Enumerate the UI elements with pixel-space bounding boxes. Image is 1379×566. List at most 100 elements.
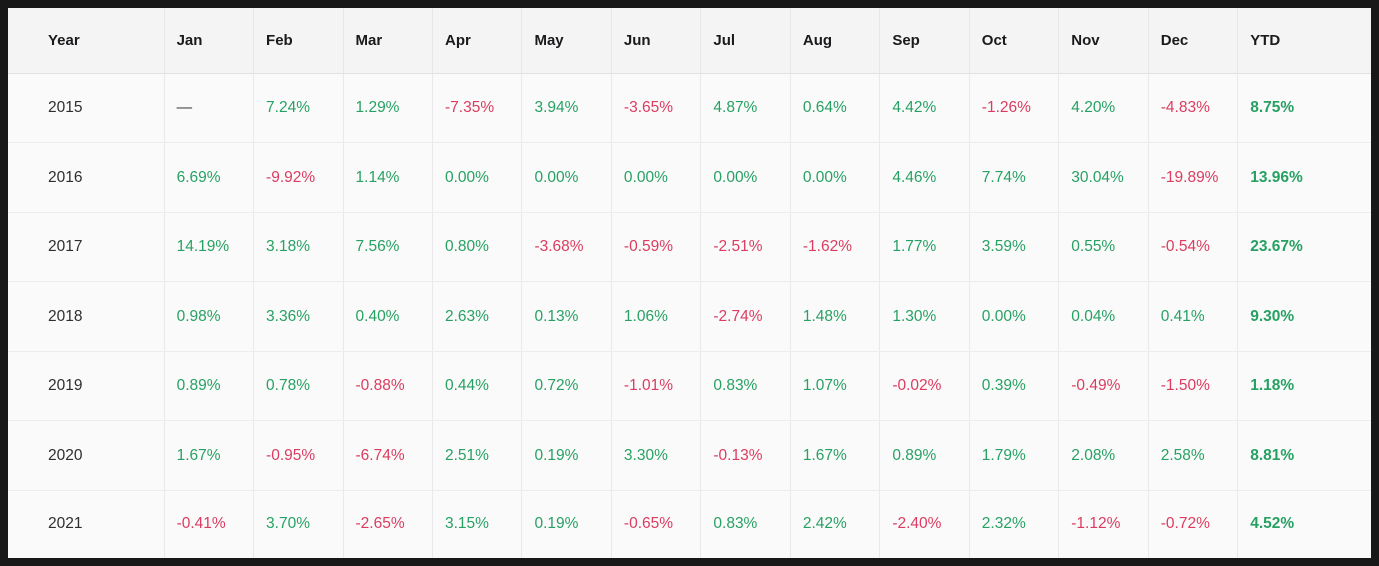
column-header-jul: Jul	[700, 8, 791, 74]
return-cell-2018-feb: 3.36%	[253, 281, 344, 352]
return-cell-2018-apr: 2.63%	[432, 281, 523, 352]
year-cell: 2018	[8, 281, 165, 352]
return-cell-2015-jun: -3.65%	[611, 73, 702, 144]
return-cell-2021-jul: 0.83%	[700, 490, 791, 558]
return-cell-2021-oct: 2.32%	[969, 490, 1060, 558]
year-cell: 2016	[8, 142, 165, 213]
return-cell-2017-apr: 0.80%	[432, 212, 523, 283]
return-cell-2015-may: 3.94%	[521, 73, 612, 144]
return-cell-2020-jul: -0.13%	[700, 420, 791, 491]
ytd-cell-2020: 8.81%	[1237, 420, 1371, 491]
monthly-returns-table: Year Jan Feb Mar Apr May Jun Jul Aug Sep Oct Nov Dec…	[8, 8, 1371, 558]
return-cell-2020-jun: 3.30%	[611, 420, 702, 491]
ytd-cell-2015: 8.75%	[1237, 73, 1371, 144]
return-cell-2016-mar: 1.14%	[343, 142, 433, 213]
return-cell-2017-dec: -0.54%	[1148, 212, 1239, 283]
return-cell-2015-aug: 0.64%	[790, 73, 881, 144]
return-cell-2017-jan: 14.19%	[164, 212, 255, 283]
return-cell-2021-feb: 3.70%	[253, 490, 344, 558]
return-cell-2016-apr: 0.00%	[432, 142, 523, 213]
return-cell-2016-jul: 0.00%	[700, 142, 791, 213]
return-cell-2021-jun: -0.65%	[611, 490, 702, 558]
ytd-cell-2018: 9.30%	[1237, 281, 1371, 352]
table-body: 2015—7.24% 1.29% -7.35% 3.94% -3.65% 4.87% 0.6…	[8, 73, 1371, 558]
year-cell: 2017	[8, 212, 165, 283]
column-header-apr: Apr	[432, 8, 523, 74]
return-cell-2019-jun: -1.01%	[611, 351, 702, 422]
return-cell-2019-sep: -0.02%	[879, 351, 970, 422]
return-cell-2018-jul: -2.74%	[700, 281, 791, 352]
return-cell-2018-jan: 0.98%	[164, 281, 255, 352]
return-cell-2019-may: 0.72%	[521, 351, 612, 422]
table-row-2017: 2017 14.19% 3.18% 7.56% 0.80% -3.68% -0.59% -2.…	[8, 212, 1371, 283]
column-header-jun: Jun	[611, 8, 702, 74]
return-cell-2015-nov: 4.20%	[1058, 73, 1149, 144]
ytd-cell-2021: 4.52%	[1237, 490, 1371, 558]
column-header-dec: Dec	[1148, 8, 1239, 74]
table-row-2020: 2020 1.67% -0.95% -6.74% 2.51% 0.19% 3.30% -0.1…	[8, 420, 1371, 491]
return-cell-2021-sep: -2.40%	[879, 490, 970, 558]
monthly-returns-panel: Year Jan Feb Mar Apr May Jun Jul Aug Sep Oct Nov Dec…	[8, 8, 1371, 558]
return-cell-2019-jul: 0.83%	[700, 351, 791, 422]
year-cell: 2021	[8, 490, 165, 558]
return-cell-2020-may: 0.19%	[521, 420, 612, 491]
table-row-2016: 2016 6.69% -9.92% 1.14% 0.00% 0.00% 0.00% 0.00%…	[8, 142, 1371, 213]
column-header-feb: Feb	[253, 8, 344, 74]
ytd-cell-2016: 13.96%	[1237, 142, 1371, 213]
return-cell-2018-nov: 0.04%	[1058, 281, 1149, 352]
return-cell-2015-jul: 4.87%	[700, 73, 791, 144]
return-cell-2016-may: 0.00%	[521, 142, 612, 213]
column-header-sep: Sep	[879, 8, 970, 74]
return-cell-2016-sep: 4.46%	[879, 142, 970, 213]
return-cell-2019-jan: 0.89%	[164, 351, 255, 422]
return-cell-2018-dec: 0.41%	[1148, 281, 1239, 352]
return-cell-2018-may: 0.13%	[521, 281, 612, 352]
return-cell-2017-jun: -0.59%	[611, 212, 702, 283]
column-header-ytd: YTD	[1237, 8, 1371, 74]
return-cell-2016-aug: 0.00%	[790, 142, 881, 213]
return-cell-2018-oct: 0.00%	[969, 281, 1060, 352]
table-row-2019: 2019 0.89% 0.78% -0.88% 0.44% 0.72% -1.01% 0.83…	[8, 351, 1371, 422]
return-cell-2021-aug: 2.42%	[790, 490, 881, 558]
return-cell-2021-nov: -1.12%	[1058, 490, 1149, 558]
return-cell-2017-sep: 1.77%	[879, 212, 970, 283]
table-row-2021: 2021 -0.41% 3.70% -2.65% 3.15% 0.19% -0.65% 0.8…	[8, 490, 1371, 558]
return-cell-2021-jan: -0.41%	[164, 490, 255, 558]
return-cell-2020-oct: 1.79%	[969, 420, 1060, 491]
return-cell-2017-oct: 3.59%	[969, 212, 1060, 283]
return-cell-2015-apr: -7.35%	[432, 73, 523, 144]
return-cell-2019-aug: 1.07%	[790, 351, 881, 422]
return-cell-2016-jun: 0.00%	[611, 142, 702, 213]
return-cell-2016-dec: -19.89%	[1148, 142, 1239, 213]
return-cell-2015-jan: —	[164, 73, 255, 144]
return-cell-2016-oct: 7.74%	[969, 142, 1060, 213]
ytd-cell-2019: 1.18%	[1237, 351, 1371, 422]
return-cell-2016-nov: 30.04%	[1058, 142, 1149, 213]
column-header-year: Year	[8, 8, 165, 74]
column-header-mar: Mar	[343, 8, 433, 74]
table-row-2015: 2015—7.24% 1.29% -7.35% 3.94% -3.65% 4.87% 0.6…	[8, 73, 1371, 144]
ytd-cell-2017: 23.67%	[1237, 212, 1371, 283]
return-cell-2017-may: -3.68%	[521, 212, 612, 283]
return-cell-2015-oct: -1.26%	[969, 73, 1060, 144]
column-header-jan: Jan	[164, 8, 255, 74]
return-cell-2017-mar: 7.56%	[343, 212, 433, 283]
return-cell-2019-mar: -0.88%	[343, 351, 433, 422]
column-header-nov: Nov	[1058, 8, 1149, 74]
column-header-may: May	[521, 8, 612, 74]
return-cell-2015-mar: 1.29%	[343, 73, 433, 144]
return-cell-2020-sep: 0.89%	[879, 420, 970, 491]
return-cell-2021-may: 0.19%	[521, 490, 612, 558]
return-cell-2016-feb: -9.92%	[253, 142, 344, 213]
return-cell-2021-mar: -2.65%	[343, 490, 433, 558]
return-cell-2020-dec: 2.58%	[1148, 420, 1239, 491]
year-cell: 2015	[8, 73, 165, 144]
header-row: Year Jan Feb Mar Apr May Jun Jul Aug Sep Oct Nov Dec…	[8, 8, 1371, 74]
table-row-2018: 2018 0.98% 3.36% 0.40% 2.63% 0.13% 1.06% -2.74%…	[8, 281, 1371, 352]
return-cell-2017-feb: 3.18%	[253, 212, 344, 283]
return-cell-2015-feb: 7.24%	[253, 73, 344, 144]
return-cell-2020-nov: 2.08%	[1058, 420, 1149, 491]
return-cell-2017-aug: -1.62%	[790, 212, 881, 283]
return-cell-2018-sep: 1.30%	[879, 281, 970, 352]
